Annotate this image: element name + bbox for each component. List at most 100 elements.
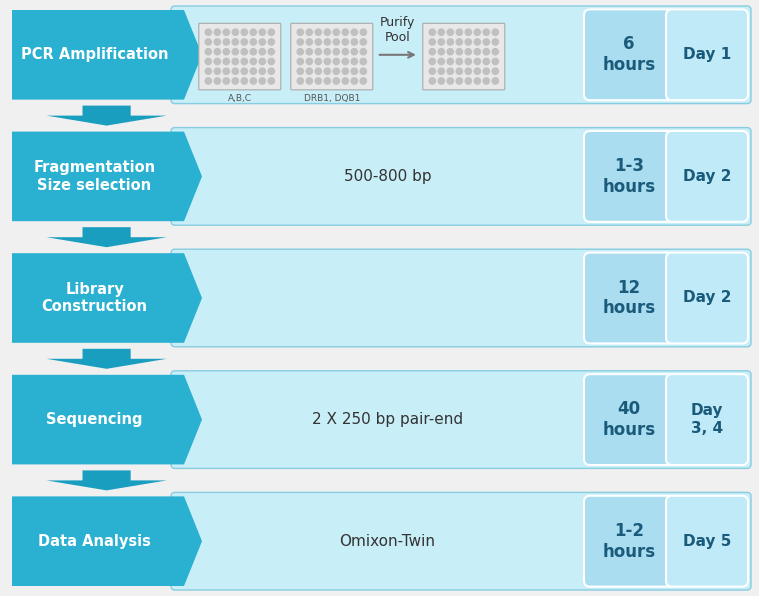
Circle shape	[259, 68, 266, 74]
Circle shape	[429, 78, 436, 84]
Circle shape	[250, 29, 257, 35]
Circle shape	[456, 68, 462, 74]
Polygon shape	[12, 375, 202, 464]
Circle shape	[333, 48, 339, 55]
Polygon shape	[46, 470, 167, 491]
FancyBboxPatch shape	[423, 23, 505, 90]
Polygon shape	[12, 253, 202, 343]
Circle shape	[241, 68, 247, 74]
Circle shape	[456, 58, 462, 64]
Circle shape	[351, 48, 357, 55]
Circle shape	[447, 29, 453, 35]
Circle shape	[456, 48, 462, 55]
Circle shape	[474, 29, 480, 35]
Circle shape	[324, 78, 330, 84]
Circle shape	[268, 78, 275, 84]
Circle shape	[205, 78, 212, 84]
Circle shape	[351, 68, 357, 74]
Text: Library
Construction: Library Construction	[42, 282, 147, 314]
Circle shape	[324, 39, 330, 45]
Circle shape	[342, 29, 348, 35]
Circle shape	[324, 68, 330, 74]
Circle shape	[298, 78, 304, 84]
FancyBboxPatch shape	[291, 23, 373, 90]
Circle shape	[342, 48, 348, 55]
Circle shape	[324, 58, 330, 64]
Circle shape	[298, 29, 304, 35]
Circle shape	[447, 58, 453, 64]
Text: 1-3
hours: 1-3 hours	[603, 157, 656, 196]
Circle shape	[315, 58, 322, 64]
FancyBboxPatch shape	[666, 131, 748, 222]
FancyBboxPatch shape	[171, 249, 751, 347]
Circle shape	[259, 39, 266, 45]
Circle shape	[361, 58, 367, 64]
FancyBboxPatch shape	[666, 374, 748, 465]
Circle shape	[361, 68, 367, 74]
Circle shape	[456, 39, 462, 45]
Circle shape	[342, 68, 348, 74]
Circle shape	[456, 29, 462, 35]
Text: Purify
Pool: Purify Pool	[380, 16, 415, 44]
Text: Data Analysis: Data Analysis	[38, 533, 151, 549]
Circle shape	[351, 29, 357, 35]
Circle shape	[351, 58, 357, 64]
Circle shape	[492, 29, 499, 35]
Polygon shape	[46, 105, 167, 126]
Circle shape	[250, 68, 257, 74]
Text: 6
hours: 6 hours	[603, 35, 656, 74]
FancyBboxPatch shape	[171, 6, 751, 104]
FancyBboxPatch shape	[171, 128, 751, 225]
Circle shape	[438, 78, 445, 84]
Circle shape	[351, 78, 357, 84]
Circle shape	[429, 48, 436, 55]
Circle shape	[324, 48, 330, 55]
Circle shape	[223, 58, 229, 64]
Circle shape	[361, 48, 367, 55]
Circle shape	[250, 58, 257, 64]
Circle shape	[465, 29, 471, 35]
Circle shape	[447, 68, 453, 74]
FancyBboxPatch shape	[584, 374, 674, 465]
Circle shape	[214, 48, 220, 55]
FancyBboxPatch shape	[666, 10, 748, 100]
Circle shape	[483, 39, 490, 45]
Circle shape	[232, 39, 238, 45]
Circle shape	[333, 29, 339, 35]
Circle shape	[232, 29, 238, 35]
Circle shape	[438, 48, 445, 55]
Circle shape	[232, 48, 238, 55]
Circle shape	[241, 48, 247, 55]
Circle shape	[306, 29, 313, 35]
Circle shape	[438, 68, 445, 74]
Circle shape	[447, 78, 453, 84]
Circle shape	[351, 39, 357, 45]
Circle shape	[429, 29, 436, 35]
Circle shape	[483, 68, 490, 74]
Circle shape	[250, 78, 257, 84]
Polygon shape	[12, 10, 202, 100]
Text: Day 2: Day 2	[683, 290, 731, 306]
Text: Omixon-Twin: Omixon-Twin	[339, 533, 436, 549]
Polygon shape	[46, 349, 167, 369]
Circle shape	[259, 58, 266, 64]
Circle shape	[315, 39, 322, 45]
Circle shape	[205, 68, 212, 74]
Circle shape	[342, 58, 348, 64]
Circle shape	[315, 48, 322, 55]
Circle shape	[259, 48, 266, 55]
Circle shape	[250, 39, 257, 45]
Text: Day 5: Day 5	[683, 533, 731, 549]
Circle shape	[232, 58, 238, 64]
FancyBboxPatch shape	[584, 10, 674, 100]
Text: Sequencing: Sequencing	[46, 412, 143, 427]
Circle shape	[333, 58, 339, 64]
Circle shape	[474, 58, 480, 64]
Circle shape	[223, 68, 229, 74]
FancyBboxPatch shape	[666, 253, 748, 343]
Text: DRB1, DQB1: DRB1, DQB1	[304, 94, 360, 103]
Circle shape	[223, 48, 229, 55]
Circle shape	[492, 68, 499, 74]
Text: Day 1: Day 1	[683, 47, 731, 63]
Circle shape	[268, 58, 275, 64]
